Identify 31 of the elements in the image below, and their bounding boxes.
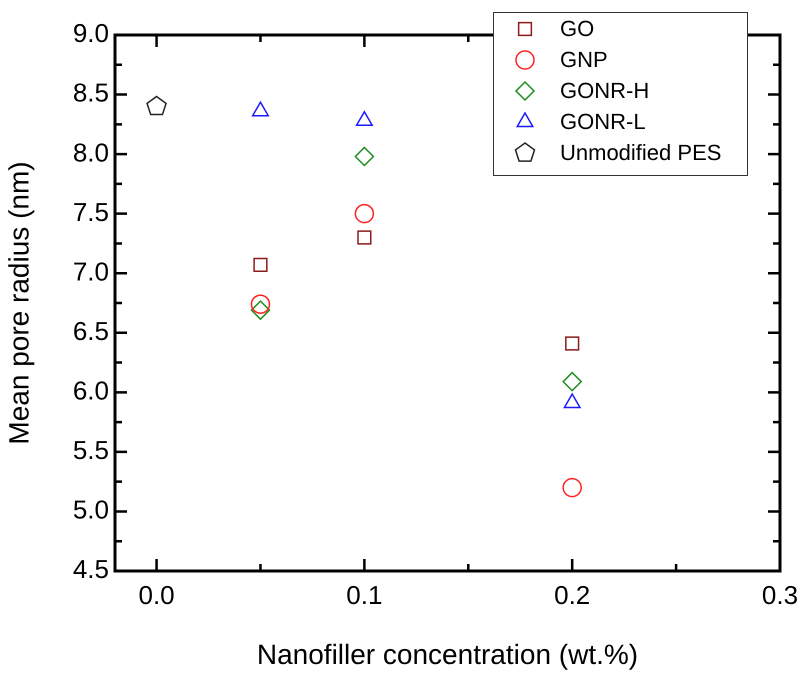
y-tick-label: 5.5	[72, 435, 109, 466]
legend-label: GNP	[560, 47, 608, 72]
point	[357, 230, 372, 245]
point	[250, 294, 270, 314]
y-tick-label: 6.0	[72, 376, 109, 406]
y-tick-label: 9.0	[72, 18, 109, 48]
legend-label: GONR-L	[560, 109, 646, 134]
point	[250, 300, 270, 320]
x-tick-label: 0.2	[554, 580, 590, 610]
legend-label: GO	[560, 16, 594, 42]
y-tick-label: 6.5	[72, 316, 109, 346]
y-tick-label: 7.5	[72, 196, 109, 227]
y-tick-label: 8.0	[72, 137, 109, 168]
point	[562, 478, 582, 498]
point	[253, 258, 268, 272]
point	[146, 96, 167, 116]
point	[354, 204, 374, 224]
x-tick-label: 0.3	[762, 580, 798, 610]
y-tick-label: 7.0	[72, 256, 109, 286]
point	[565, 336, 580, 351]
point	[354, 146, 374, 166]
x-tick-label: 0.1	[346, 580, 382, 610]
legend-label: GONR-H	[560, 78, 650, 104]
y-tick-label: 8.5	[72, 78, 109, 108]
point	[562, 372, 582, 392]
y-axis-title: Mean pore radius (nm)	[4, 161, 35, 445]
x-tick-label: 0.0	[138, 580, 175, 610]
legend-label: Unmodified PES	[560, 140, 722, 166]
x-axis-title: Nanofiller concentration (wt.%)	[256, 638, 638, 670]
y-tick-label: 5.0	[72, 494, 109, 525]
y-tick-label: 4.5	[72, 554, 109, 584]
